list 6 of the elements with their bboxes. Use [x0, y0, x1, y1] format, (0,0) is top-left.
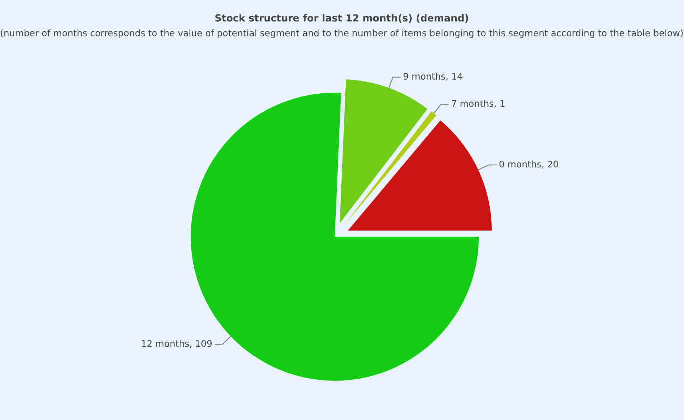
chart-subtitle: (number of months corresponds to the value of potential segment and to the number of items belonging to this segment according to the table below)	[1, 30, 683, 38]
slice-label: 12 months, 109	[142, 340, 212, 348]
chart-title: Stock structure for last 12 month(s) (demand)	[216, 14, 468, 23]
slice-label: 7 months, 1	[452, 100, 505, 108]
slice-label: 0 months, 20	[500, 160, 558, 169]
slice-label: 9 months, 14	[404, 72, 463, 81]
